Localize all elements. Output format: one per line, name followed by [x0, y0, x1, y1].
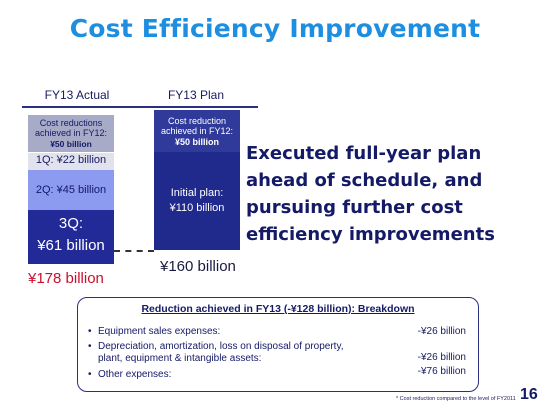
key-message-line3: pursuing further cost [246, 197, 463, 218]
bullet-icon: • [88, 341, 92, 352]
plan-initial-line1: Initial plan: [170, 187, 224, 199]
breakdown-item-depreciation: • Depreciation, amortization, loss on di… [88, 341, 408, 365]
plan-fy12-value: ¥50 billion [174, 136, 219, 147]
actual-fy12-value: ¥50 billion [50, 138, 92, 149]
bullet-icon: • [88, 369, 92, 380]
actual-fy12-line2: achieved in FY12: [34, 128, 108, 139]
breakdown-item-value: -¥26 billion [417, 326, 466, 337]
breakdown-item-label-line2: plant, equipment & intangible assets: [98, 353, 262, 364]
bullet-icon: • [88, 326, 92, 337]
key-message-line1: Executed full-year plan [246, 143, 482, 164]
breakdown-title: Reduction achieved in FY13 (-¥128 billio… [141, 303, 415, 315]
breakdown-item-label-line1: Depreciation, amortization, loss on disp… [98, 341, 344, 352]
page-title: Cost Efficiency Improvement [69, 14, 481, 43]
actual-fy12-line1: Cost reductions [39, 118, 103, 128]
column-label-plan: FY13 Plan [167, 88, 225, 102]
key-message-line2: ahead of schedule, and [246, 170, 483, 191]
page-number: 16 [520, 386, 538, 403]
breakdown-item-equipment: • Equipment sales expenses: [88, 326, 398, 338]
actual-fy12-segment: Cost reductions achieved in FY12: ¥50 bi… [28, 115, 114, 152]
plan-initial-segment: Initial plan: ¥110 billion [154, 152, 240, 250]
actual-q1-segment: 1Q: ¥22 billion [28, 152, 114, 170]
actual-q3-value: ¥61 billion [37, 237, 105, 254]
column-label-actual: FY13 Actual [44, 88, 110, 102]
breakdown-item-label: Equipment sales expenses: [98, 326, 221, 337]
plan-total: ¥160 billion [160, 258, 236, 275]
actual-q3-label: 3Q: [58, 215, 84, 232]
plan-fy12-line2: achieved in FY12: [160, 126, 234, 137]
breakdown-box: Reduction achieved in FY13 (-¥128 billio… [77, 297, 479, 392]
actual-q1-label: 1Q: ¥22 billion [35, 154, 107, 166]
breakdown-item-label: Other expenses: [98, 369, 172, 380]
header-divider [22, 106, 258, 108]
breakdown-item-other: • Other expenses: [88, 369, 398, 381]
breakdown-item-value: -¥26 billion [417, 352, 466, 363]
actual-total: ¥178 billion [28, 270, 104, 287]
plan-fy12-segment: Cost reduction achieved in FY12: ¥50 bil… [154, 110, 240, 152]
actual-q2-label: 2Q: ¥45 billion [35, 184, 107, 196]
footnote: * Cost reduction compared to the level o… [396, 396, 516, 402]
actual-q2-segment: 2Q: ¥45 billion [28, 170, 114, 210]
actual-q3-segment: 3Q: ¥61 billion [28, 210, 114, 264]
breakdown-item-value: -¥76 billion [417, 366, 466, 377]
key-message-line4: efficiency improvements [246, 224, 495, 245]
plan-fy12-line1: Cost reduction [167, 116, 227, 126]
dashed-connector [114, 250, 154, 252]
actual-bar: Cost reductions achieved in FY12: ¥50 bi… [28, 115, 114, 264]
plan-bar: Cost reduction achieved in FY12: ¥50 bil… [154, 110, 240, 250]
plan-initial-line2: ¥110 billion [169, 202, 225, 214]
key-message: Executed full-year plan ahead of schedul… [246, 140, 546, 248]
